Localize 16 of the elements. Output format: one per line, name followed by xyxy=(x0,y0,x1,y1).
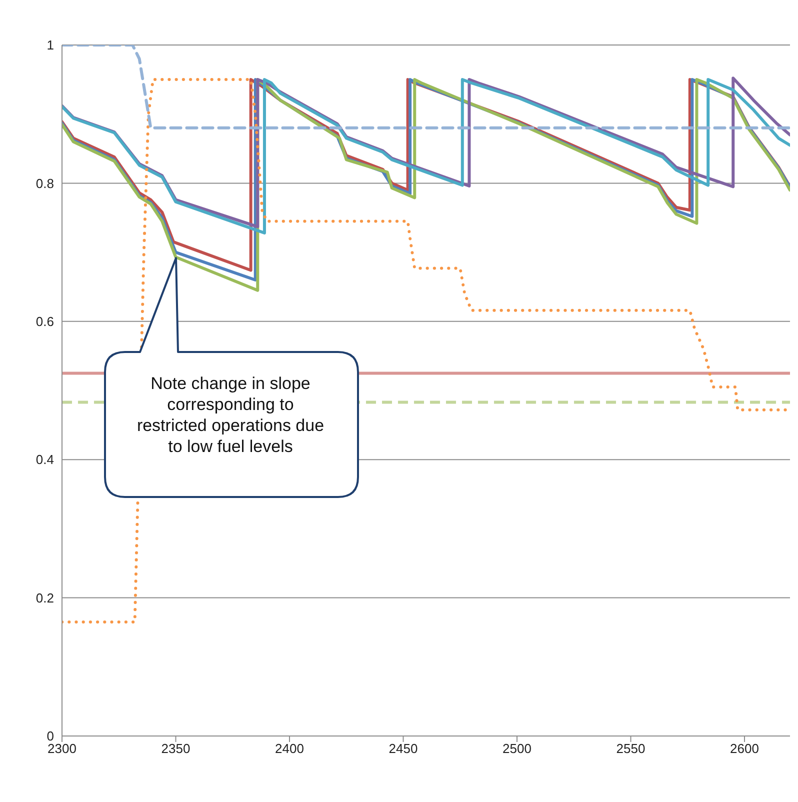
y-tick-label: 0.8 xyxy=(36,176,54,191)
line-series xyxy=(62,78,790,624)
x-tick-label: 2500 xyxy=(502,741,532,756)
x-tick-label: 2350 xyxy=(161,741,190,756)
x-tick-label: 2300 xyxy=(48,741,76,756)
x-tick-label: 2550 xyxy=(616,741,646,756)
annotation: Note change in slope corresponding to restricted operations due to low fuel levels xyxy=(136,373,326,457)
y-tick-label: 0 xyxy=(46,728,54,744)
x-tick-label: 2600 xyxy=(730,741,759,756)
y-tick-label: 1 xyxy=(46,38,54,53)
x-tick-label: 2450 xyxy=(388,741,418,756)
y-tick-label: 0.2 xyxy=(36,590,54,606)
x-tick-label: 2400 xyxy=(275,741,304,756)
callout-box: Note change in slope corresponding to restricted operations due to low fuel levels xyxy=(104,257,359,498)
y-tick-label: 0.4 xyxy=(36,452,54,468)
y-tick-label: 0.6 xyxy=(36,314,54,330)
